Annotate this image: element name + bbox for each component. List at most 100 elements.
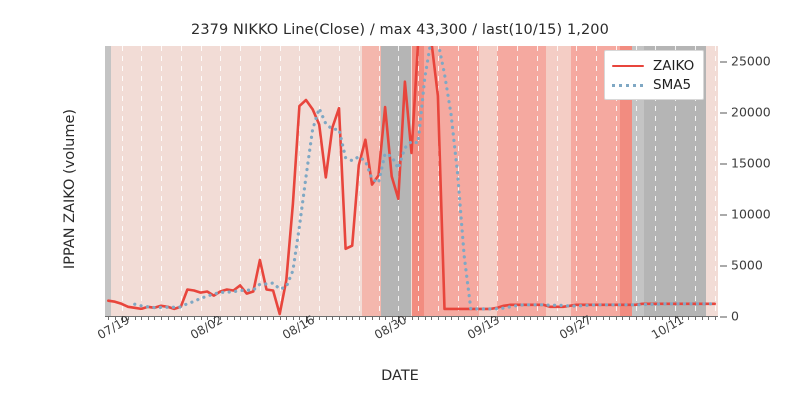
x-axis-minor-tick (681, 316, 683, 320)
legend: ZAIKO SMA5 (604, 50, 705, 100)
x-axis-minor-tick (147, 316, 149, 320)
legend-swatch-zaiko (612, 61, 644, 71)
y-axis-tick-label: 10000 (720, 207, 771, 222)
grid-line (477, 46, 479, 316)
background-band (497, 46, 547, 316)
x-axis-minor-tick (549, 316, 551, 320)
x-axis-minor-tick (404, 316, 406, 320)
x-axis-minor-tick (464, 316, 466, 320)
x-axis-minor-tick (648, 316, 650, 320)
x-axis-minor-tick (602, 316, 604, 320)
grid-line (200, 46, 202, 316)
x-axis-minor-tick (615, 316, 617, 320)
x-axis-minor-tick (134, 316, 136, 320)
x-axis-minor-tick (543, 316, 545, 320)
x-axis-minor-tick (437, 316, 439, 320)
x-axis-minor-tick (629, 316, 630, 320)
series-line-sma5 (133, 46, 717, 311)
x-axis-major-tick (582, 316, 584, 323)
x-axis-minor-tick (266, 316, 268, 320)
x-axis-minor-tick (701, 316, 703, 320)
x-axis-minor-tick (339, 316, 340, 320)
x-axis-minor-tick (510, 316, 512, 320)
x-axis-major-tick (675, 316, 677, 323)
x-axis-minor-tick (108, 316, 110, 320)
x-axis-minor-tick (345, 316, 347, 320)
x-axis-minor-tick (517, 316, 518, 320)
x-axis-minor-tick (563, 316, 565, 320)
chart-title: 2379 NIKKO Line(Close) / max 43,300 / la… (191, 22, 609, 38)
background-band (619, 46, 633, 316)
x-axis-minor-tick (286, 316, 288, 320)
x-axis-minor-tick (292, 316, 294, 320)
x-axis-minor-tick (418, 316, 420, 320)
x-axis-minor-tick (655, 316, 657, 320)
x-axis-minor-tick (187, 316, 189, 320)
x-axis-minor-tick (365, 316, 367, 320)
grid-line (121, 46, 123, 316)
x-axis-minor-tick (332, 316, 334, 320)
grid-line (220, 46, 222, 316)
grid-line (655, 46, 657, 316)
grid-line (437, 46, 439, 316)
x-axis-minor-tick (457, 316, 459, 320)
grid-line (279, 46, 281, 316)
x-axis-minor-tick (714, 316, 716, 320)
x-axis-minor-tick (451, 316, 452, 320)
grid-line (596, 46, 598, 316)
x-axis-minor-tick (233, 316, 235, 320)
x-axis-minor-tick (556, 316, 558, 320)
x-axis-minor-tick (622, 316, 624, 320)
legend-label-sma5: SMA5 (653, 76, 692, 93)
y-axis-tick-label: 5000 (720, 258, 763, 273)
y-axis-tick-label: 20000 (720, 105, 771, 120)
x-axis-minor-tick (497, 316, 499, 320)
x-axis-minor-tick (358, 316, 360, 320)
x-axis-minor-tick (503, 316, 505, 320)
x-axis-minor-tick (372, 316, 373, 320)
background-band (105, 46, 112, 316)
series-lines (106, 46, 717, 316)
x-axis-major-tick (490, 316, 492, 323)
x-axis-minor-tick (635, 316, 637, 320)
background-band (546, 46, 571, 316)
x-axis-minor-tick (174, 316, 176, 320)
x-axis-minor-tick (424, 316, 426, 320)
x-axis-minor-tick (668, 316, 670, 320)
y-axis-tick-label: 25000 (720, 54, 771, 69)
x-axis-minor-tick (200, 316, 202, 320)
x-axis-minor-tick (411, 316, 413, 320)
x-axis-title: DATE (381, 368, 419, 384)
x-axis-minor-tick (253, 316, 255, 320)
grid-line (180, 46, 182, 316)
x-axis-minor-tick (694, 316, 696, 320)
x-axis-minor-tick (128, 316, 130, 320)
x-axis-minor-tick (444, 316, 446, 320)
legend-item-sma5: SMA5 (612, 75, 694, 94)
x-axis-minor-tick (470, 316, 472, 320)
x-axis-major-tick (213, 316, 215, 323)
x-axis-minor-tick (385, 316, 387, 320)
grid-line (141, 46, 143, 316)
background-band (632, 46, 645, 316)
y-axis-tick-label: 0 (720, 309, 739, 324)
legend-label-zaiko: ZAIKO (653, 57, 695, 74)
x-axis-minor-tick (114, 316, 116, 320)
grid-line (576, 46, 578, 316)
x-axis-minor-tick (477, 316, 479, 320)
x-axis-minor-tick (484, 316, 485, 320)
x-axis-minor-tick (226, 316, 228, 320)
grid-line (536, 46, 538, 316)
grid-line (339, 46, 340, 316)
x-axis-minor-tick (194, 316, 195, 320)
x-axis-minor-tick (596, 316, 598, 320)
y-axis-tick-label: 15000 (720, 156, 771, 171)
grid-line (457, 46, 459, 316)
x-axis-minor-tick (708, 316, 710, 320)
x-axis-minor-tick (299, 316, 301, 320)
legend-swatch-sma5 (612, 80, 644, 90)
x-axis-minor-tick (609, 316, 611, 320)
grid-line (161, 46, 162, 316)
x-axis-minor-tick (246, 316, 248, 320)
grid-line (240, 46, 242, 316)
